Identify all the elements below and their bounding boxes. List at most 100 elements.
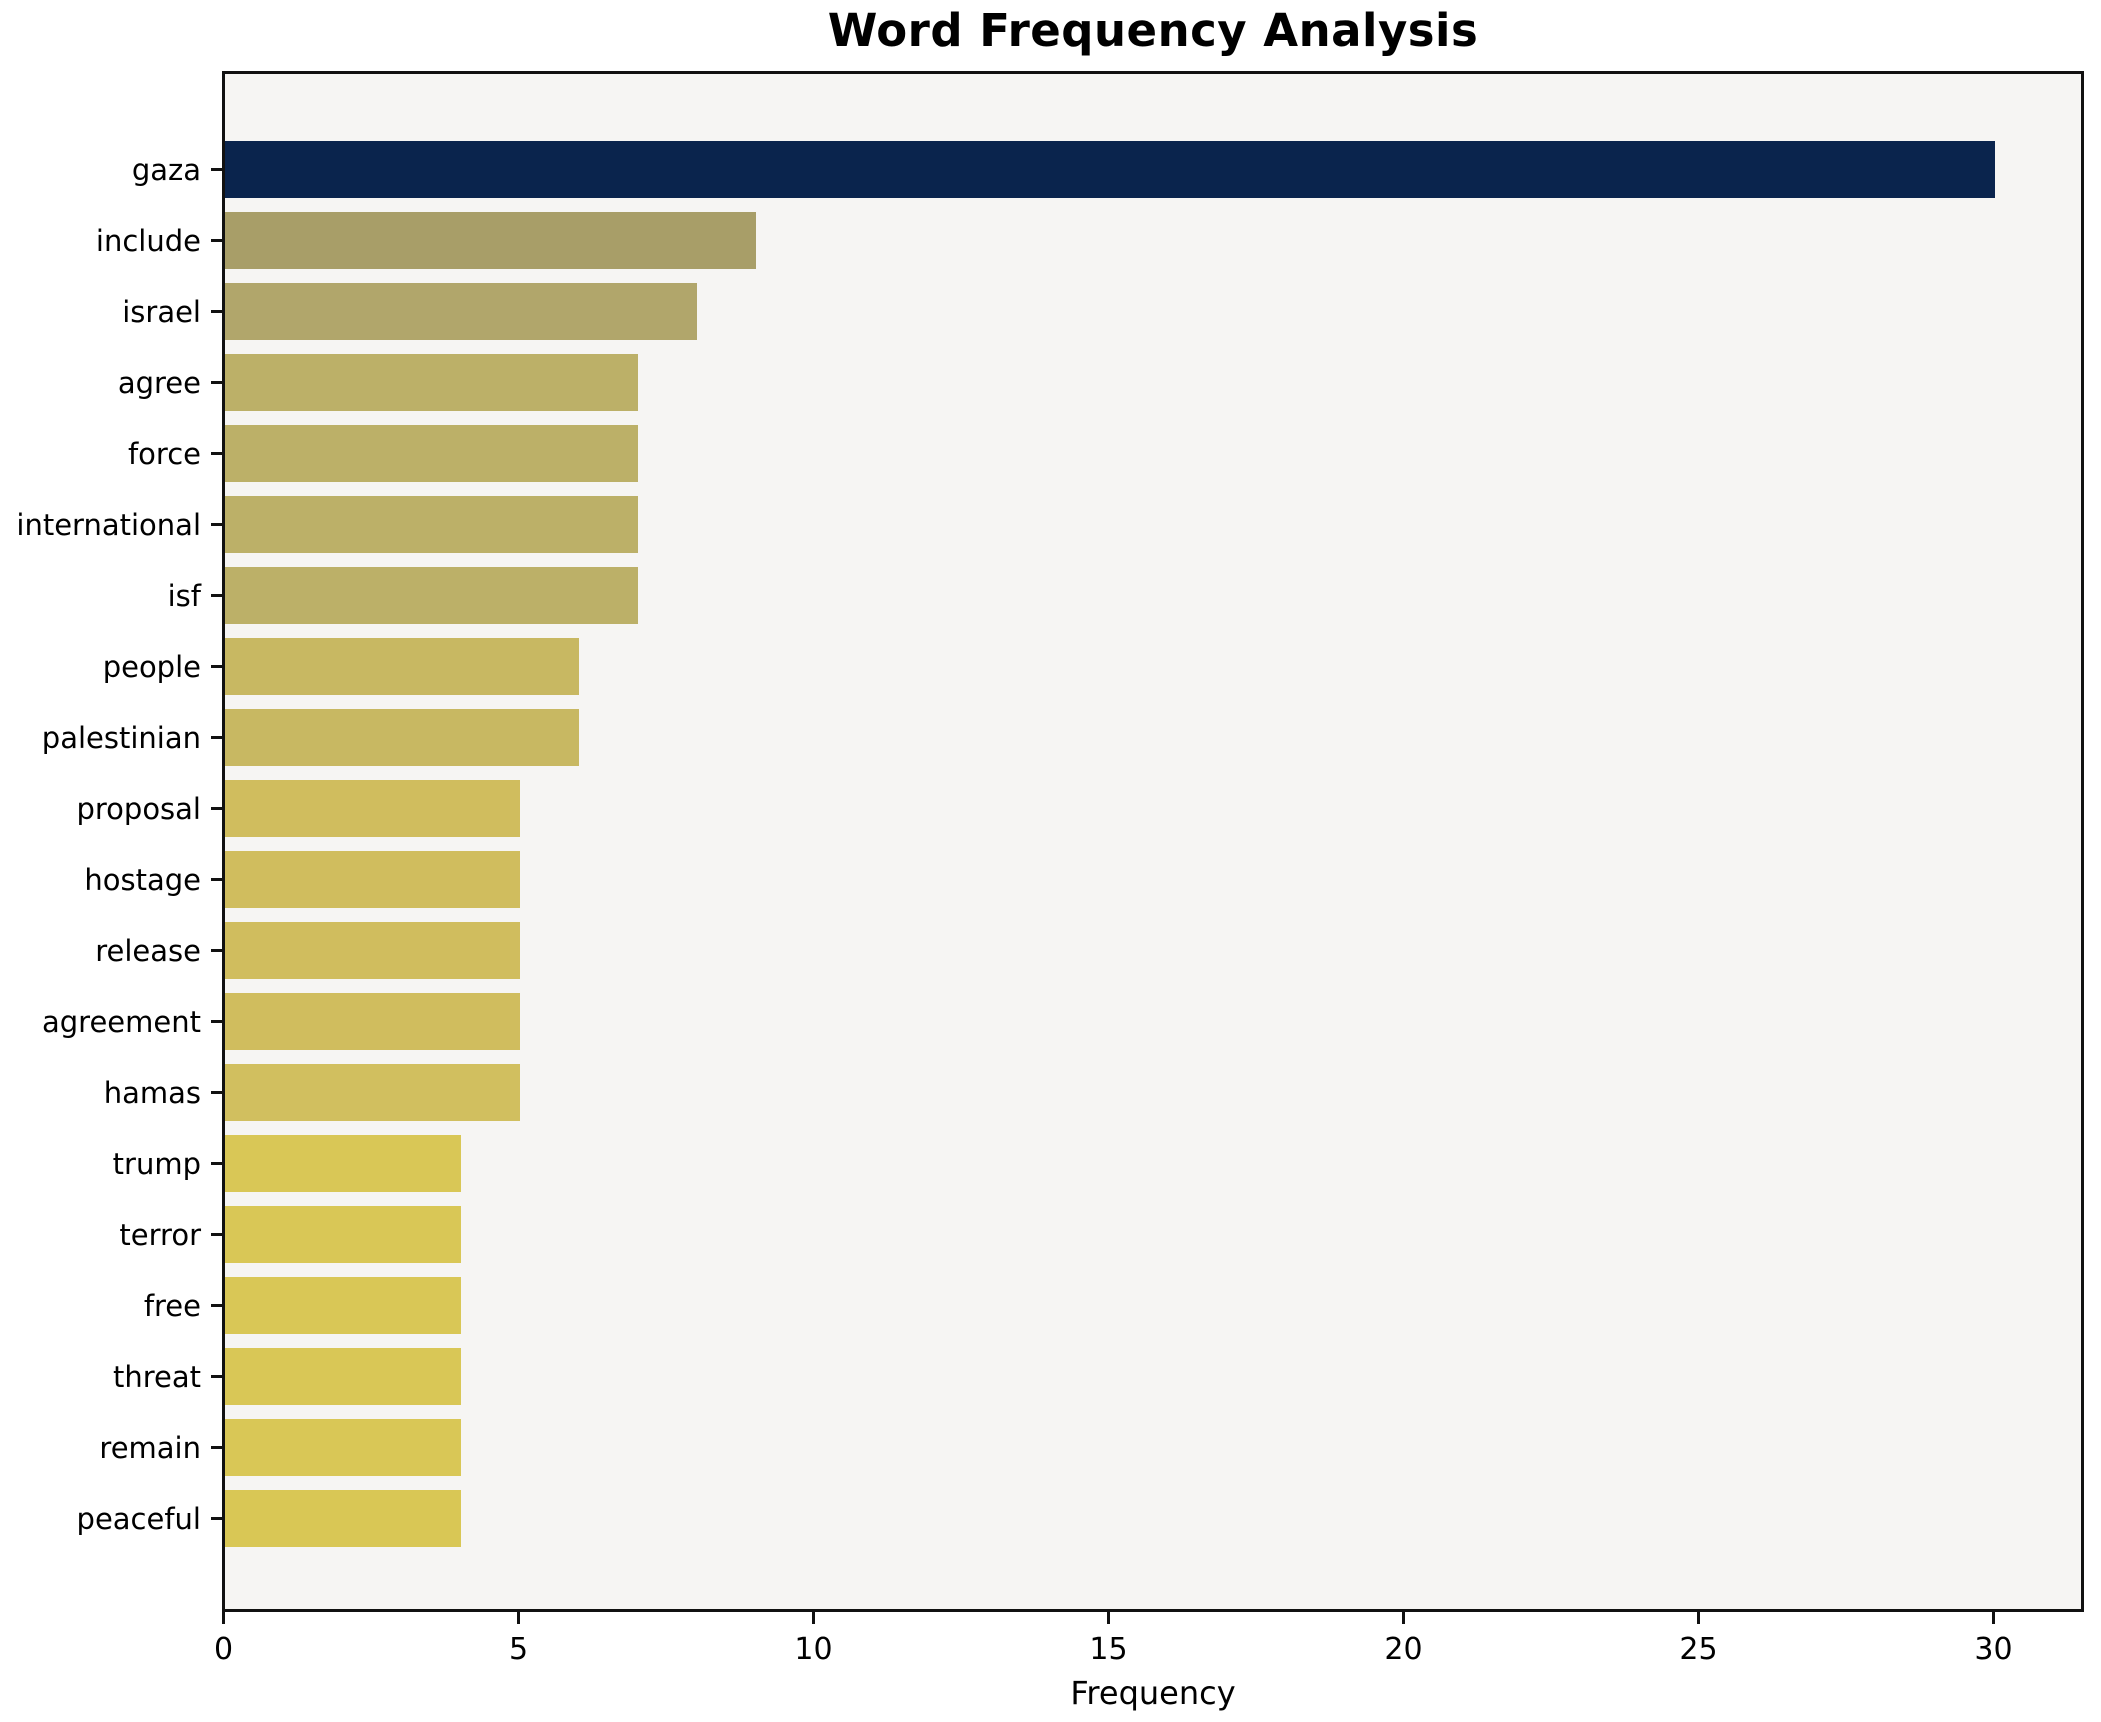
plot-area (222, 71, 2084, 1612)
bar-international (225, 496, 638, 553)
bar-row (225, 205, 2081, 276)
y-tick-mark (211, 168, 222, 171)
bar-row (225, 844, 2081, 915)
y-tick-mark (211, 452, 222, 455)
bar-peaceful (225, 1490, 461, 1547)
y-label-row: force (0, 418, 222, 489)
bar-isf (225, 567, 638, 624)
y-tick-mark (211, 1233, 222, 1236)
y-tick-label-agree: agree (117, 365, 201, 400)
y-tick-mark (211, 1020, 222, 1023)
y-tick-label-release: release (95, 933, 201, 968)
bar-row (225, 915, 2081, 986)
bar-remain (225, 1419, 461, 1476)
y-label-row: terror (0, 1199, 222, 1270)
y-label-row: isf (0, 560, 222, 631)
y-tick-mark (211, 949, 222, 952)
bar-trump (225, 1135, 461, 1192)
y-label-row: israel (0, 276, 222, 347)
y-tick-mark (211, 807, 222, 810)
x-tick-mark (1697, 1612, 1700, 1624)
y-tick-mark (211, 1162, 222, 1165)
y-tick-label-isf: isf (167, 578, 201, 613)
y-tick-label-include: include (95, 223, 201, 258)
x-tick-label-25: 25 (1679, 1632, 1718, 1667)
x-tick-label-15: 15 (1089, 1632, 1128, 1667)
bar-gaza (225, 141, 1995, 198)
y-axis-labels: gaza include israel agree force international… (0, 71, 222, 1612)
y-tick-label-free: free (143, 1288, 201, 1323)
bar-row (225, 1199, 2081, 1270)
x-tick-mark (222, 1612, 225, 1624)
x-axis-title: Frequency (1070, 1674, 1236, 1712)
y-tick-label-trump: trump (112, 1146, 201, 1181)
y-label-row: threat (0, 1341, 222, 1412)
bar-hostage (225, 851, 520, 908)
bar-row (225, 986, 2081, 1057)
y-tick-mark (211, 239, 222, 242)
y-tick-label-terror: terror (119, 1217, 201, 1252)
bar-row (225, 1057, 2081, 1128)
bar-row (225, 1483, 2081, 1554)
y-tick-label-peaceful: peaceful (76, 1501, 201, 1536)
y-tick-mark (211, 523, 222, 526)
x-tick-label-30: 30 (1974, 1632, 2013, 1667)
bar-terror (225, 1206, 461, 1263)
x-tick-label-5: 5 (508, 1632, 529, 1667)
x-tick-mark (1402, 1612, 1405, 1624)
chart-title: Word Frequency Analysis (827, 4, 1479, 57)
bar-row (225, 347, 2081, 418)
bar-row (225, 276, 2081, 347)
y-label-row: international (0, 489, 222, 560)
y-tick-label-hamas: hamas (103, 1075, 201, 1110)
y-label-row: include (0, 205, 222, 276)
bar-row (225, 134, 2081, 205)
y-label-row: peaceful (0, 1483, 222, 1554)
y-tick-mark (211, 878, 222, 881)
bar-row (225, 1341, 2081, 1412)
y-tick-label-agreement: agreement (42, 1004, 201, 1039)
y-tick-mark (211, 1091, 222, 1094)
y-tick-mark (211, 736, 222, 739)
y-tick-label-force: force (127, 436, 201, 471)
x-tick-label-20: 20 (1384, 1632, 1423, 1667)
bar-row (225, 1412, 2081, 1483)
bar-row (225, 1128, 2081, 1199)
y-tick-label-israel: israel (122, 294, 201, 329)
x-tick-mark (1107, 1612, 1110, 1624)
bar-row (225, 489, 2081, 560)
bar-free (225, 1277, 461, 1334)
y-label-row: palestinian (0, 702, 222, 773)
y-tick-label-remain: remain (99, 1430, 201, 1465)
y-tick-mark (211, 381, 222, 384)
bar-row (225, 418, 2081, 489)
y-label-row: trump (0, 1128, 222, 1199)
y-tick-mark (211, 1304, 222, 1307)
bar-row (225, 1270, 2081, 1341)
bar-hamas (225, 1064, 520, 1121)
bar-release (225, 922, 520, 979)
y-label-row: proposal (0, 773, 222, 844)
y-label-row: free (0, 1270, 222, 1341)
y-tick-mark (211, 310, 222, 313)
y-label-row: hamas (0, 1057, 222, 1128)
y-tick-label-gaza: gaza (131, 152, 201, 187)
x-tick-mark (517, 1612, 520, 1624)
y-label-row: gaza (0, 134, 222, 205)
y-tick-mark (211, 1446, 222, 1449)
y-label-row: people (0, 631, 222, 702)
x-tick-label-0: 0 (213, 1632, 234, 1667)
y-tick-label-threat: threat (112, 1359, 201, 1394)
bar-threat (225, 1348, 461, 1405)
y-label-row: hostage (0, 844, 222, 915)
y-tick-mark (211, 594, 222, 597)
bar-row (225, 631, 2081, 702)
y-tick-label-people: people (102, 649, 201, 684)
x-tick-mark (812, 1612, 815, 1624)
bar-force (225, 425, 638, 482)
y-tick-label-proposal: proposal (76, 791, 201, 826)
bar-row (225, 773, 2081, 844)
bar-proposal (225, 780, 520, 837)
bar-agree (225, 354, 638, 411)
y-tick-mark (211, 665, 222, 668)
